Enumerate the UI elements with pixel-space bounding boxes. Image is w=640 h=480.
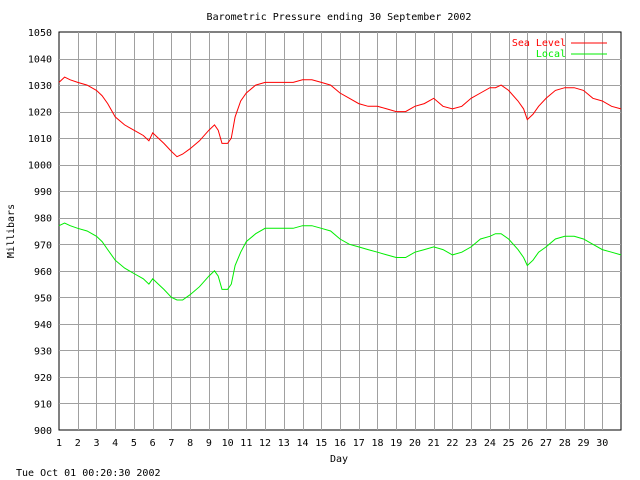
x-tick-label-27: 27: [540, 438, 552, 449]
y-tick-label-990: 990: [34, 187, 52, 198]
y-tick-label-900: 900: [34, 426, 52, 437]
y-tick-label-960: 960: [34, 267, 52, 278]
legend-label-sea-level: Sea Level: [512, 38, 566, 49]
x-tick-label-6: 6: [150, 438, 156, 449]
y-tick-label-1040: 1040: [28, 55, 52, 66]
chart-title: Barometric Pressure ending 30 September …: [207, 12, 472, 23]
y-tick-label-930: 930: [34, 346, 52, 357]
x-tick-label-19: 19: [390, 438, 402, 449]
x-tick-label-14: 14: [297, 438, 309, 449]
x-tick-label-9: 9: [206, 438, 212, 449]
y-tick-labels: 900 910 920 930 940 950 960 970 980 990 1000 1010 10…: [28, 28, 52, 437]
x-tick-label-29: 29: [578, 438, 590, 449]
legend-label-local: Local: [536, 49, 566, 60]
series-line-local: [58, 222, 622, 301]
x-tick-label-1: 1: [56, 438, 62, 449]
y-tick-label-950: 950: [34, 293, 52, 304]
grid-horizontal: [59, 59, 621, 404]
x-tick-label-4: 4: [112, 438, 118, 449]
x-tick-label-2: 2: [75, 438, 81, 449]
x-tick-label-24: 24: [484, 438, 496, 449]
y-tick-label-940: 940: [34, 320, 52, 331]
y-tick-label-970: 970: [34, 240, 52, 251]
x-tick-label-20: 20: [409, 438, 421, 449]
y-tick-label-980: 980: [34, 214, 52, 225]
y-tick-label-1020: 1020: [28, 108, 52, 119]
y-tick-label-910: 910: [34, 399, 52, 410]
series-lines: [58, 76, 622, 301]
y-tick-label-1030: 1030: [28, 81, 52, 92]
x-tick-labels: 1 2 3 4 5 6 7 8 9 10 11 12 13 14 15 16 17 18 19 20 21 22 23 24 2…: [56, 438, 608, 449]
x-tick-label-15: 15: [315, 438, 327, 449]
x-tick-label-5: 5: [131, 438, 137, 449]
x-tick-label-11: 11: [240, 438, 252, 449]
x-tick-label-18: 18: [371, 438, 383, 449]
y-tick-label-1000: 1000: [28, 161, 52, 172]
x-tick-label-8: 8: [187, 438, 193, 449]
y-tick-label-1010: 1010: [28, 134, 52, 145]
x-axis-label: Day: [330, 454, 348, 465]
x-tick-label-21: 21: [428, 438, 440, 449]
x-tick-label-12: 12: [259, 438, 271, 449]
x-tick-label-3: 3: [93, 438, 99, 449]
x-tick-label-23: 23: [465, 438, 477, 449]
x-tick-label-13: 13: [278, 438, 290, 449]
y-tick-label-920: 920: [34, 373, 52, 384]
y-tick-label-1050: 1050: [28, 28, 52, 39]
x-tick-label-26: 26: [521, 438, 533, 449]
x-tick-label-28: 28: [559, 438, 571, 449]
timestamp-footer: Tue Oct 01 00:20:30 2002: [16, 468, 161, 479]
legend: Sea Level Local: [512, 38, 607, 60]
x-tick-label-22: 22: [446, 438, 458, 449]
x-tick-label-25: 25: [503, 438, 515, 449]
y-axis-label: Millibars: [6, 204, 17, 258]
grid-vertical: [78, 32, 603, 430]
series-line-sea-level: [58, 76, 622, 158]
x-tick-label-10: 10: [222, 438, 234, 449]
x-tick-label-30: 30: [596, 438, 608, 449]
x-tick-label-7: 7: [168, 438, 174, 449]
x-tick-label-16: 16: [334, 438, 346, 449]
x-tick-label-17: 17: [353, 438, 365, 449]
